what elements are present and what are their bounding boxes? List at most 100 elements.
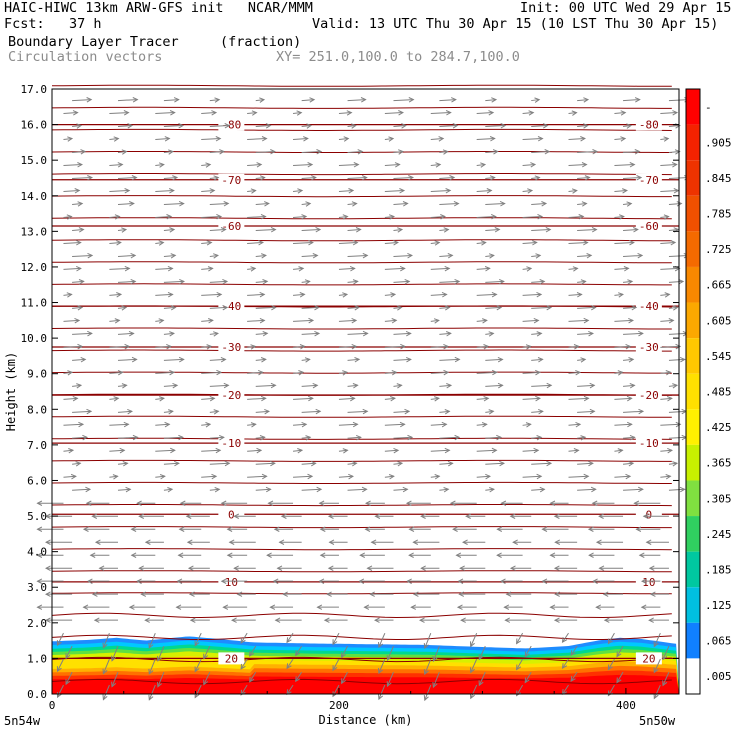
circulation-vector [65, 645, 73, 659]
vector-arrowhead [674, 149, 681, 155]
circulation-vector [430, 164, 441, 167]
circulation-vector [109, 215, 120, 218]
vector-arrowhead [77, 162, 83, 168]
vector-arrowhead [397, 227, 404, 233]
vector-arrowhead [393, 240, 399, 246]
circulation-vector [393, 384, 402, 387]
vector-arrowhead [470, 641, 475, 648]
circulation-vector [109, 112, 129, 115]
vector-arrowhead [185, 513, 192, 519]
vector-arrowhead [205, 162, 212, 168]
vector-arrowhead [527, 188, 534, 194]
vector-arrowhead [327, 565, 334, 571]
tracer-fill [52, 636, 679, 694]
colorbar-label: - [705, 101, 712, 114]
circulation-vector [623, 254, 643, 257]
vector-arrowhead [270, 226, 277, 233]
vector-arrowhead [122, 461, 129, 467]
vector-arrowhead [378, 694, 384, 701]
vector-arrowhead [297, 188, 304, 194]
isotherm-line [51, 481, 672, 484]
circulation-vector [57, 684, 64, 698]
circulation-vector [430, 449, 450, 452]
vector-arrowhead [434, 474, 441, 480]
circulation-vector [668, 410, 687, 413]
vector-arrowhead [215, 136, 222, 142]
circulation-vector [255, 254, 266, 257]
circulation-vector [109, 138, 119, 141]
circulation-vector [117, 125, 133, 128]
circulation-vector [614, 319, 633, 322]
circulation-vector [439, 358, 460, 361]
vector-arrowhead [276, 565, 283, 571]
circulation-vector [384, 215, 394, 218]
circulation-vector [653, 632, 661, 647]
circulation-vector [301, 254, 318, 257]
vector-arrowhead [496, 304, 503, 311]
vector-arrowhead [583, 317, 590, 324]
circulation-vector [439, 410, 450, 413]
vector-arrowhead [617, 370, 624, 376]
isotherm-label-bg [635, 173, 662, 186]
x-start-location: 5n54w [4, 714, 41, 728]
vector-arrowhead [179, 500, 186, 506]
circulation-vector [393, 254, 412, 257]
vector-arrowhead [408, 97, 415, 103]
circulation-vector [623, 332, 643, 335]
circulation-vector [109, 293, 122, 296]
circulation-vector [347, 488, 367, 491]
vector-arrowhead [158, 318, 165, 324]
circulation-vector [568, 397, 589, 400]
circulation-vector [65, 671, 73, 685]
vector-arrowhead [588, 330, 595, 337]
vector-arrowhead [65, 653, 71, 660]
colorbar-label: .545 [705, 350, 732, 363]
circulation-vector [522, 164, 536, 167]
circulation-vector [476, 345, 489, 348]
circulation-vector [332, 658, 340, 671]
vector-arrowhead [78, 227, 85, 233]
circulation-vector [247, 371, 263, 374]
vector-arrowhead [85, 500, 92, 506]
circulation-vector [72, 384, 82, 387]
vector-arrowhead [226, 552, 233, 558]
vector-arrowhead [304, 279, 311, 285]
circulation-vector [622, 384, 635, 387]
field-units: (fraction) [220, 34, 302, 50]
vector-arrowhead [533, 447, 540, 454]
circulation-vector [117, 254, 136, 257]
isotherm-line [51, 526, 672, 529]
circulation-vector [209, 99, 220, 102]
vector-arrowhead [470, 693, 475, 700]
vector-arrowhead [222, 278, 229, 285]
vector-arrowhead [434, 240, 441, 246]
circulation-vector [292, 449, 303, 452]
vector-arrowhead [449, 500, 456, 506]
vector-arrowhead [441, 421, 448, 428]
vector-arrowhead [362, 330, 369, 337]
vector-arrowhead [582, 239, 589, 246]
circulation-vector [668, 358, 685, 361]
x-tick-label: 0 [49, 699, 56, 712]
vector-arrowhead [194, 666, 200, 673]
vector-arrowhead [124, 188, 131, 194]
circulation-vector [163, 488, 173, 491]
colorbar-label: .245 [705, 528, 732, 541]
circulation-vector [662, 671, 670, 686]
vector-arrowhead [303, 136, 309, 142]
circulation-vector [439, 254, 453, 257]
circulation-vector [614, 449, 623, 452]
isotherm-line [51, 349, 672, 352]
circulation-vector [384, 164, 400, 167]
circulation-vector [623, 99, 640, 102]
circulation-vector [201, 164, 211, 167]
circulation-vector [301, 332, 319, 335]
vector-arrowhead [444, 409, 451, 415]
vector-arrowhead [157, 655, 163, 662]
vector-arrowhead [478, 654, 484, 661]
init-time: Init: 00 UTC Wed 29 Apr 15 [520, 0, 732, 16]
vector-arrowhead [603, 617, 610, 623]
vector-arrowhead [445, 188, 452, 194]
vector-arrowhead [298, 370, 305, 376]
isotherm-line [51, 592, 672, 595]
